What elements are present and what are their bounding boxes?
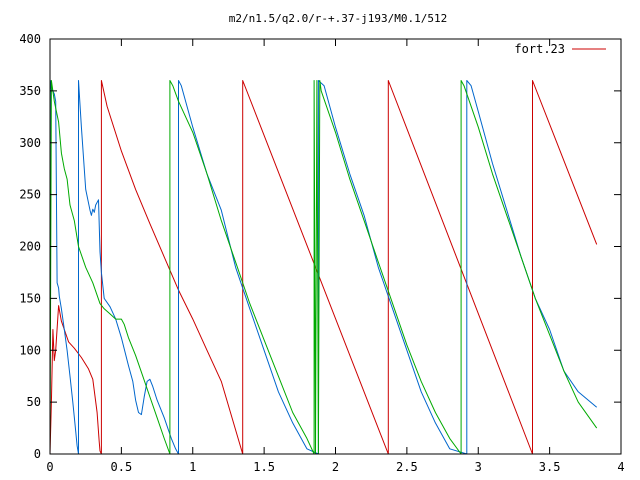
x-tick-label-1: 0.5 xyxy=(111,460,133,474)
x-tick-label-5: 2.5 xyxy=(396,460,418,474)
series-layer xyxy=(49,80,598,455)
series-line-1 xyxy=(49,80,598,455)
y-tick-label-3: 150 xyxy=(19,291,41,305)
x-tick-label-6: 3 xyxy=(475,460,482,474)
y-tick-label-7: 350 xyxy=(19,84,41,98)
plot-frame xyxy=(49,38,622,455)
y-tick-label-8: 400 xyxy=(19,32,41,46)
y-tick-label-5: 250 xyxy=(19,188,41,202)
y-tick-label-0: 0 xyxy=(34,447,41,461)
series-line-3 xyxy=(49,80,598,455)
y-tick-label-4: 200 xyxy=(19,240,41,254)
series-line-2 xyxy=(49,80,598,455)
ticks-layer: 0 0.5 1 1.5 2 2.5 3 3.5 4 0 50 100 150 200 250 300 350 40… xyxy=(19,32,624,474)
x-tick-label-4: 2 xyxy=(332,460,339,474)
legend-label: fort.23 xyxy=(514,42,565,56)
x-tick-label-0: 0 xyxy=(46,460,53,474)
y-tick-label-2: 100 xyxy=(19,343,41,357)
x-tick-label-2: 1 xyxy=(189,460,196,474)
x-tick-label-8: 4 xyxy=(617,460,624,474)
chart-title: m2/n1.5/q2.0/r-+.37-j193/M0.1/512 xyxy=(229,12,448,25)
x-tick-label-3: 1.5 xyxy=(253,460,275,474)
y-tick-label-1: 50 xyxy=(27,395,41,409)
legend: fort.23 xyxy=(514,42,606,56)
x-tick-label-7: 3.5 xyxy=(539,460,561,474)
y-tick-label-6: 300 xyxy=(19,136,41,150)
